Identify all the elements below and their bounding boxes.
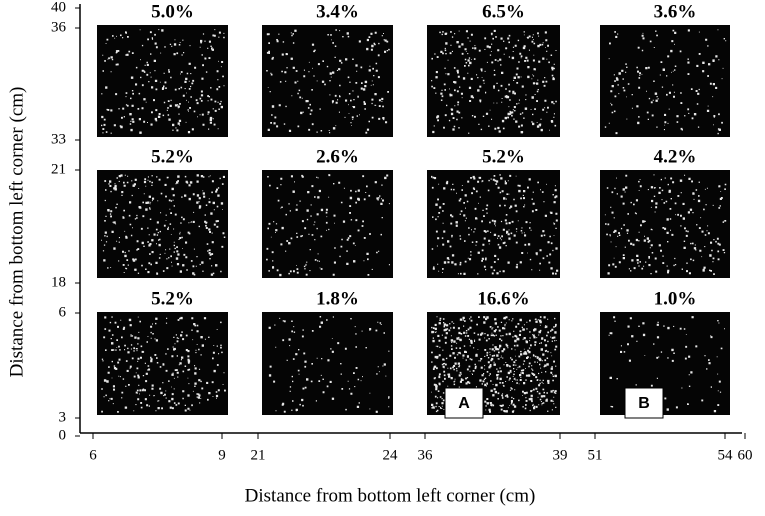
x-tick-label: 9 bbox=[218, 447, 226, 463]
speckles bbox=[266, 174, 390, 277]
percent-label: 6.5% bbox=[482, 1, 525, 22]
percent-label: 5.2% bbox=[482, 146, 525, 167]
x-tick-label: 39 bbox=[553, 447, 568, 463]
y-tick-label: 36 bbox=[51, 19, 67, 35]
marker-box bbox=[624, 387, 664, 419]
x-tick-label: 60 bbox=[738, 447, 753, 463]
speckles bbox=[266, 29, 390, 134]
y-tick-label: 21 bbox=[51, 161, 66, 177]
speckles bbox=[101, 316, 226, 413]
speckles bbox=[604, 174, 727, 275]
panel-image bbox=[262, 170, 393, 278]
percent-label: 16.6% bbox=[477, 288, 529, 309]
panel-image bbox=[97, 25, 228, 137]
panel-image bbox=[600, 170, 730, 278]
panel-image bbox=[600, 25, 730, 137]
percent-label: 5.0% bbox=[151, 1, 194, 22]
speckles bbox=[431, 316, 558, 413]
percent-label: 2.6% bbox=[316, 146, 359, 167]
speckles bbox=[431, 29, 557, 134]
x-tick-label: 6 bbox=[89, 447, 97, 463]
x-tick-label: 51 bbox=[588, 447, 603, 463]
x-tick-label: 54 bbox=[718, 447, 734, 463]
percent-label: 5.2% bbox=[151, 146, 194, 167]
y-tick-label: 18 bbox=[51, 274, 66, 290]
panel-image bbox=[97, 170, 228, 278]
x-tick-label: 24 bbox=[383, 447, 399, 463]
panel-image bbox=[262, 312, 393, 415]
y-tick-label: 6 bbox=[59, 304, 67, 320]
marker-label: A bbox=[458, 395, 470, 412]
x-tick-label: 36 bbox=[418, 447, 434, 463]
x-tick-label: 21 bbox=[251, 447, 266, 463]
panel-image bbox=[427, 170, 560, 278]
y-axis-title: Distance from bottom left corner (cm) bbox=[6, 87, 27, 378]
y-tick-label: 0 bbox=[59, 427, 67, 443]
y-tick-label: 3 bbox=[59, 409, 67, 425]
percent-label: 4.2% bbox=[654, 146, 697, 167]
x-axis-title: Distance from bottom left corner (cm) bbox=[245, 485, 536, 506]
percent-label: 5.2% bbox=[151, 288, 194, 309]
percent-label: 1.0% bbox=[654, 288, 697, 309]
y-tick-label: 40 bbox=[51, 0, 66, 15]
percent-label: 3.4% bbox=[316, 1, 359, 22]
speckles bbox=[431, 174, 559, 275]
marker-box bbox=[444, 387, 484, 419]
marker-label: B bbox=[638, 395, 650, 412]
percent-label: 1.8% bbox=[316, 288, 359, 309]
panel-image bbox=[427, 25, 560, 137]
panel-image bbox=[262, 25, 393, 137]
y-tick-label: 33 bbox=[51, 131, 66, 147]
percent-label: 3.6% bbox=[654, 1, 697, 22]
